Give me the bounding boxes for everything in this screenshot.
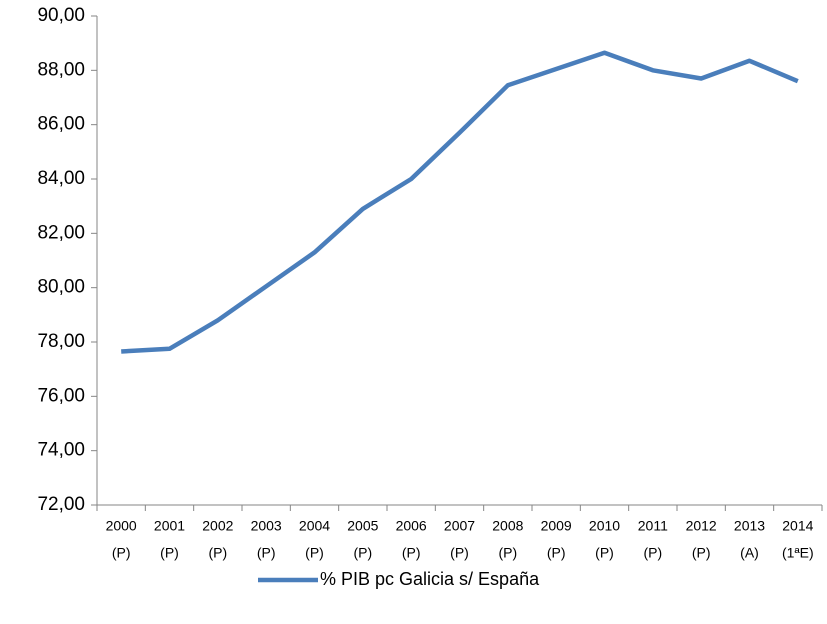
x-tick-label: 2009 [541, 518, 572, 534]
x-tick-label: (P) [498, 545, 517, 561]
x-tick-label: (P) [208, 545, 227, 561]
x-tick-label: (P) [450, 545, 469, 561]
x-tick-label: 2000 [106, 518, 137, 534]
y-tick-label: 72,00 [37, 494, 85, 515]
x-tick-label: (P) [305, 545, 324, 561]
legend-label: % PIB pc Galicia s/ España [320, 569, 540, 589]
x-tick-label: (1ªE) [782, 545, 814, 561]
x-tick-label: 2005 [347, 518, 378, 534]
y-tick-label: 78,00 [37, 331, 85, 352]
x-tick-label: 2013 [734, 518, 765, 534]
y-tick-label: 90,00 [37, 5, 85, 26]
x-tick-label: 2012 [686, 518, 717, 534]
x-tick-label: 2007 [444, 518, 475, 534]
x-tick-label: 2004 [299, 518, 330, 534]
x-tick-label: 2008 [492, 518, 523, 534]
x-tick-label: (P) [595, 545, 614, 561]
x-tick-label: 2002 [202, 518, 233, 534]
y-tick-label: 80,00 [37, 277, 85, 298]
data-line [121, 50, 799, 354]
y-tick-label: 76,00 [37, 385, 85, 406]
x-tick-label: 2014 [782, 518, 813, 534]
x-tick-label: 2010 [589, 518, 620, 534]
y-tick-label: 82,00 [37, 222, 85, 243]
y-tick-label: 84,00 [37, 168, 85, 189]
x-tick-label: (A) [740, 545, 759, 561]
x-tick-label: (P) [643, 545, 662, 561]
y-tick-label: 88,00 [37, 59, 85, 80]
x-tick-label: (P) [160, 545, 179, 561]
x-tick-label: (P) [402, 545, 421, 561]
x-tick-label: (P) [257, 545, 276, 561]
x-tick-label: (P) [112, 545, 131, 561]
x-tick-label: (P) [692, 545, 711, 561]
x-tick-label: 2003 [251, 518, 282, 534]
x-tick-label: 2011 [638, 518, 668, 534]
x-tick-label: 2001 [154, 518, 185, 534]
x-tick-label: (P) [353, 545, 372, 561]
y-tick-label: 74,00 [37, 440, 85, 461]
x-tick-label: (P) [547, 545, 566, 561]
x-tick-label: 2006 [396, 518, 427, 534]
y-tick-label: 86,00 [37, 114, 85, 135]
